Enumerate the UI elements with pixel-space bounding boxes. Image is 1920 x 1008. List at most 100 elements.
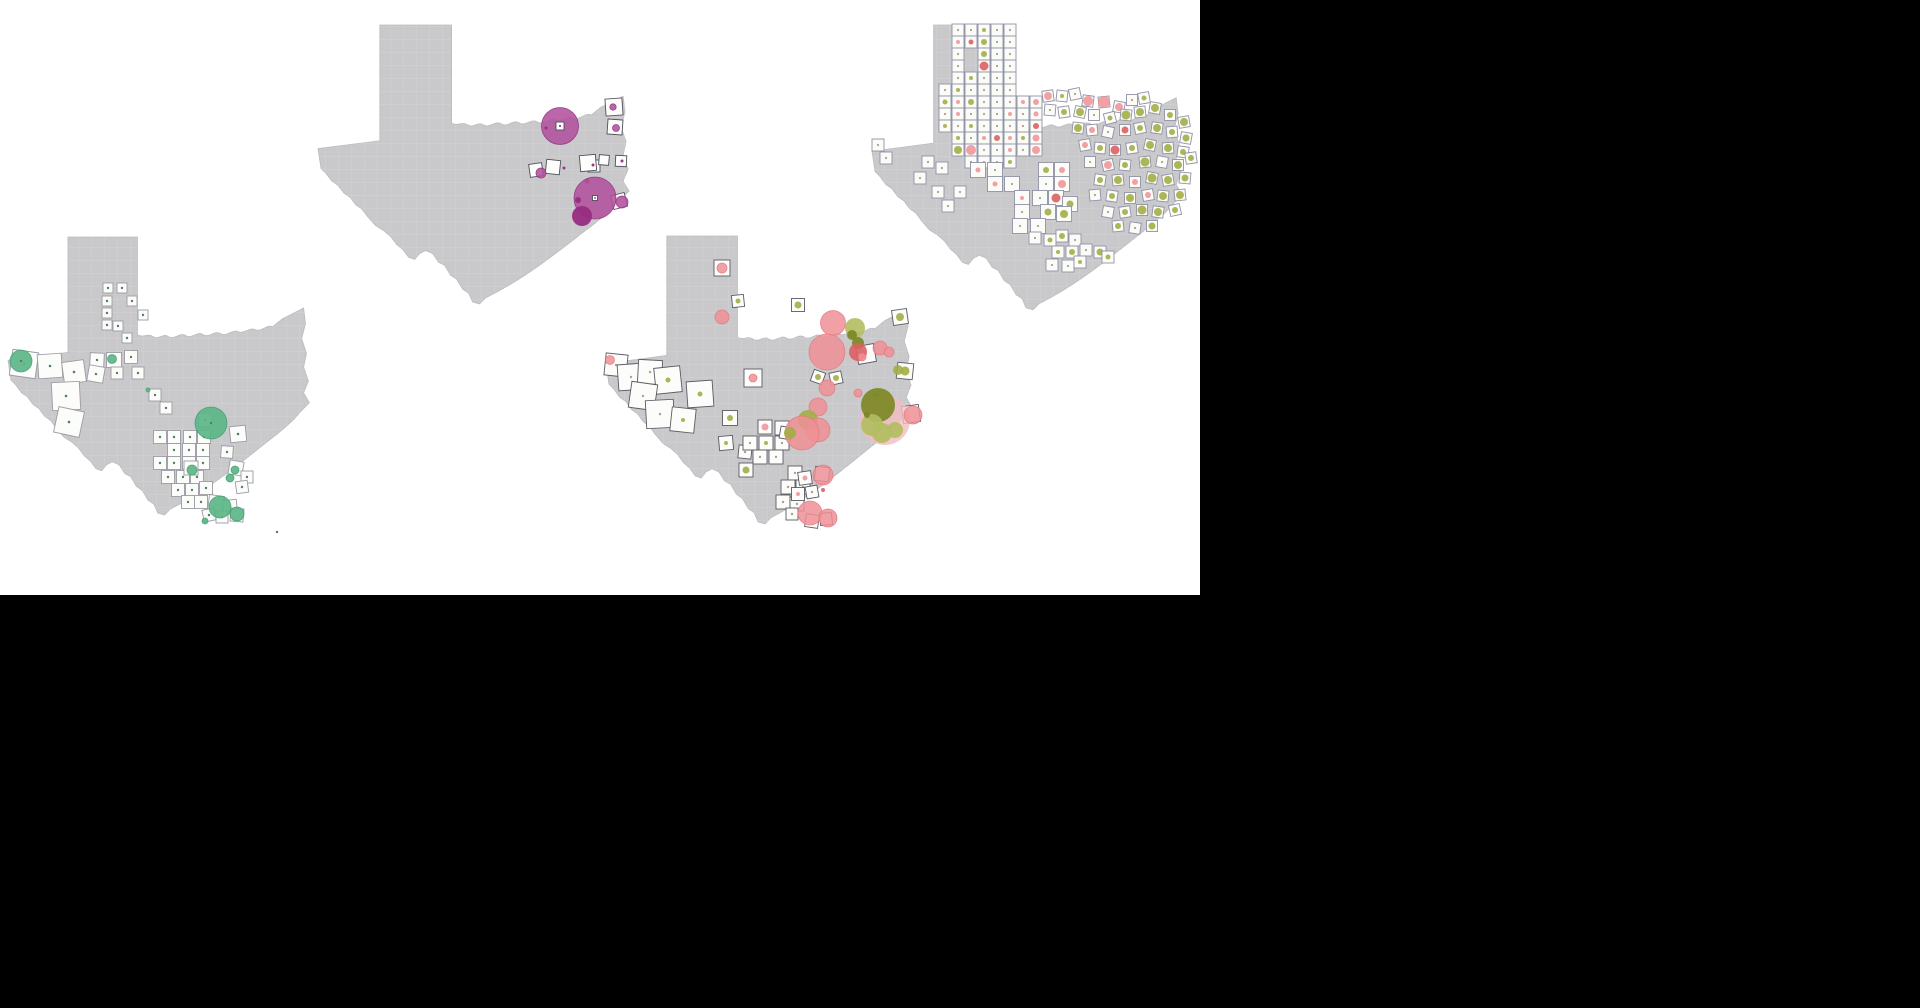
county-dot [207, 513, 211, 517]
county-box [964, 107, 978, 121]
data-circle [820, 310, 846, 336]
county-box [36, 352, 64, 380]
county-box [977, 131, 991, 145]
county-dot [1136, 108, 1144, 116]
county-box [1165, 125, 1179, 139]
county-dot [1105, 254, 1111, 260]
county-box [951, 107, 965, 121]
county-box [1038, 162, 1054, 178]
county-dot [1051, 193, 1061, 203]
county-dot [1167, 112, 1173, 118]
county-dot [982, 112, 986, 116]
data-circle [797, 500, 823, 526]
county-box [1065, 245, 1079, 259]
county-box [990, 119, 1004, 133]
county-dot [735, 298, 741, 304]
county-dot [1147, 173, 1157, 183]
county-box [1101, 250, 1115, 264]
county-dot [884, 156, 888, 160]
county-dot [727, 415, 733, 421]
county-dot [1008, 112, 1012, 116]
county-dot [943, 88, 947, 92]
county-box [1003, 143, 1017, 157]
county-box [112, 320, 124, 332]
county-box [86, 364, 106, 384]
county-box [1119, 108, 1133, 122]
county-dot [1122, 162, 1128, 168]
county-dot [1093, 193, 1097, 197]
county-box [990, 23, 1004, 37]
data-circle [575, 197, 581, 203]
county-dot [995, 40, 999, 44]
county-dot [141, 313, 145, 317]
county-dot [943, 112, 947, 116]
county-dot [793, 471, 797, 475]
county-dot [1137, 125, 1143, 131]
county-dot [1066, 200, 1074, 208]
county-box [126, 295, 138, 307]
county-dot [1008, 88, 1012, 92]
county-box [1003, 155, 1017, 169]
county-dot [968, 99, 974, 105]
county-dot [181, 475, 185, 479]
data-circle [821, 488, 825, 492]
county-dot [968, 39, 974, 45]
county-box [1041, 89, 1055, 103]
county-box [1014, 204, 1030, 220]
data-circle [572, 206, 592, 226]
county-box [1003, 23, 1017, 37]
county-box [1071, 121, 1085, 135]
county-box [1051, 245, 1065, 259]
county-box [941, 199, 955, 213]
county-dot [245, 475, 249, 479]
county-box [722, 410, 738, 426]
county-dot [833, 375, 839, 381]
county-box [791, 487, 805, 501]
county-dot [743, 450, 747, 454]
county-box [1155, 155, 1169, 169]
county-box [131, 366, 145, 380]
county-dot [995, 52, 999, 56]
county-dot [969, 136, 973, 140]
county-dot [1106, 130, 1110, 134]
county-dot [1145, 192, 1151, 198]
county-dot [1159, 192, 1167, 200]
county-box [951, 119, 965, 133]
county-box [101, 319, 113, 331]
county-box [1184, 151, 1198, 165]
county-dot [969, 28, 973, 32]
county-dot [982, 88, 986, 92]
data-circle [784, 427, 796, 439]
county-box [1029, 107, 1043, 121]
county-dot [946, 204, 950, 208]
county-box [752, 449, 768, 465]
county-dot [969, 76, 973, 80]
county-box [717, 434, 735, 452]
county-box [990, 107, 1004, 121]
county-box [951, 47, 965, 61]
county-dot [153, 393, 157, 397]
data-circle [872, 423, 892, 443]
county-dot [742, 466, 750, 474]
county-box [669, 406, 697, 434]
county-box [987, 162, 1003, 178]
county-dot [201, 448, 205, 452]
county-dot [943, 124, 947, 128]
county-box [1045, 258, 1059, 272]
county-dot [48, 364, 52, 368]
county-dot [1146, 141, 1154, 149]
county-dot [1082, 142, 1088, 148]
county-box [938, 95, 952, 109]
county-dot [240, 485, 244, 489]
county-dot [67, 420, 71, 424]
county-dot [1008, 148, 1012, 152]
county-box [1079, 243, 1093, 257]
county-box [977, 23, 991, 37]
county-box [1073, 255, 1087, 269]
data-circle [864, 412, 870, 418]
county-dot [876, 143, 880, 147]
county-box [879, 151, 893, 165]
county-box [1003, 59, 1017, 73]
county-dot [995, 100, 999, 104]
county-box [1032, 190, 1048, 206]
